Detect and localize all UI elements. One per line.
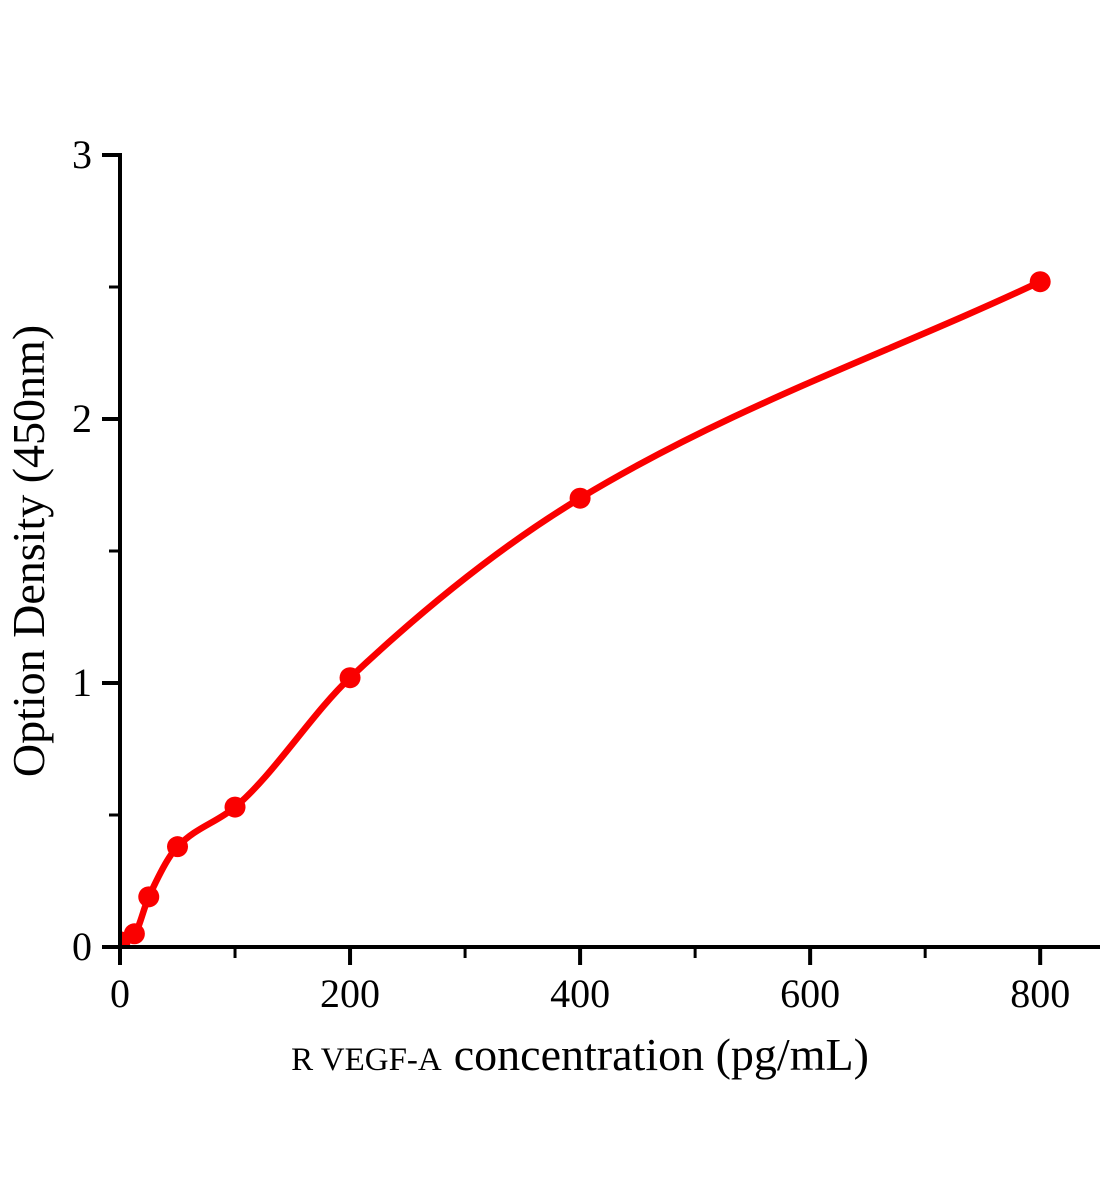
y-tick-label: 2 xyxy=(72,396,92,441)
y-tick-label: 3 xyxy=(72,132,92,177)
data-point xyxy=(167,836,189,858)
data-point xyxy=(138,886,160,908)
x-tick-label: 200 xyxy=(320,971,380,1016)
x-axis-title-main: concentration (pg/mL) xyxy=(454,1029,869,1080)
y-axis-title: Option Density (450nm) xyxy=(3,325,54,777)
x-tick-label: 400 xyxy=(550,971,610,1016)
data-point xyxy=(1029,271,1051,293)
data-point xyxy=(569,487,591,509)
x-tick-labels: 0 200 400 600 800 xyxy=(110,971,1070,1016)
y-tick-label: 0 xyxy=(72,924,92,969)
data-point xyxy=(224,796,246,818)
axis-ticks xyxy=(102,153,1043,965)
x-axis-title: R VEGF-A concentration (pg/mL) xyxy=(291,1029,869,1080)
y-tick-labels: 0 1 2 3 xyxy=(72,132,92,969)
y-tick-label: 1 xyxy=(72,660,92,705)
data-point xyxy=(123,923,145,945)
standard-curve-series xyxy=(120,271,1051,947)
standard-curve-line xyxy=(120,278,1044,945)
x-tick-label: 800 xyxy=(1010,971,1070,1016)
axes-spines xyxy=(118,153,1100,949)
x-axis-title-prefix: R VEGF-A xyxy=(291,1042,442,1078)
x-tick-label: 600 xyxy=(780,971,840,1016)
data-point xyxy=(339,667,361,689)
x-tick-label: 0 xyxy=(110,971,130,1016)
